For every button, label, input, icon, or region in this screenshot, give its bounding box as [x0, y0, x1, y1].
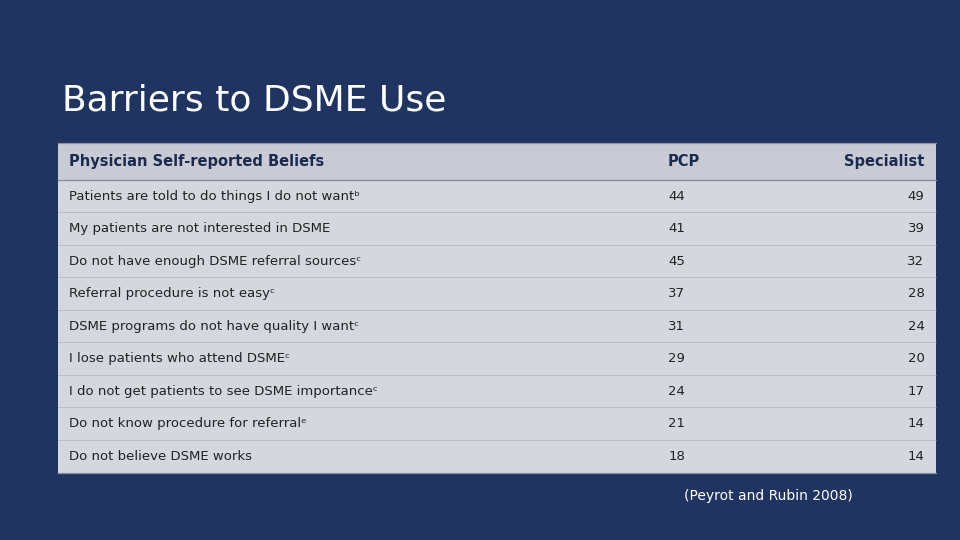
Text: (Peyrot and Rubin 2008): (Peyrot and Rubin 2008): [684, 489, 852, 503]
Text: 14: 14: [907, 417, 924, 430]
Text: 17: 17: [907, 384, 924, 397]
Text: 29: 29: [668, 352, 685, 365]
Text: 31: 31: [668, 320, 685, 333]
Text: 32: 32: [907, 255, 924, 268]
Text: Barriers to DSME Use: Barriers to DSME Use: [62, 84, 446, 118]
Text: Do not believe DSME works: Do not believe DSME works: [69, 450, 252, 463]
Text: I do not get patients to see DSME importanceᶜ: I do not get patients to see DSME import…: [69, 384, 378, 397]
Text: Do not have enough DSME referral sourcesᶜ: Do not have enough DSME referral sources…: [69, 255, 361, 268]
Text: 21: 21: [668, 417, 685, 430]
Text: I lose patients who attend DSMEᶜ: I lose patients who attend DSMEᶜ: [69, 352, 290, 365]
Text: 28: 28: [907, 287, 924, 300]
Text: 45: 45: [668, 255, 685, 268]
Text: 24: 24: [668, 384, 685, 397]
Text: 39: 39: [907, 222, 924, 235]
Text: 41: 41: [668, 222, 685, 235]
Text: 24: 24: [907, 320, 924, 333]
Text: PCP: PCP: [668, 154, 701, 169]
Text: Specialist: Specialist: [844, 154, 924, 169]
Text: 14: 14: [907, 450, 924, 463]
Text: Patients are told to do things I do not wantᵇ: Patients are told to do things I do not …: [69, 190, 360, 202]
Text: DSME programs do not have quality I wantᶜ: DSME programs do not have quality I want…: [69, 320, 359, 333]
Text: 44: 44: [668, 190, 684, 202]
Text: 49: 49: [908, 190, 924, 202]
Text: My patients are not interested in DSME: My patients are not interested in DSME: [69, 222, 330, 235]
Text: 37: 37: [668, 287, 685, 300]
Text: Do not know procedure for referralᵉ: Do not know procedure for referralᵉ: [69, 417, 307, 430]
Text: 18: 18: [668, 450, 685, 463]
Text: Physician Self-reported Beliefs: Physician Self-reported Beliefs: [69, 154, 324, 169]
Text: Referral procedure is not easyᶜ: Referral procedure is not easyᶜ: [69, 287, 276, 300]
Text: 20: 20: [907, 352, 924, 365]
